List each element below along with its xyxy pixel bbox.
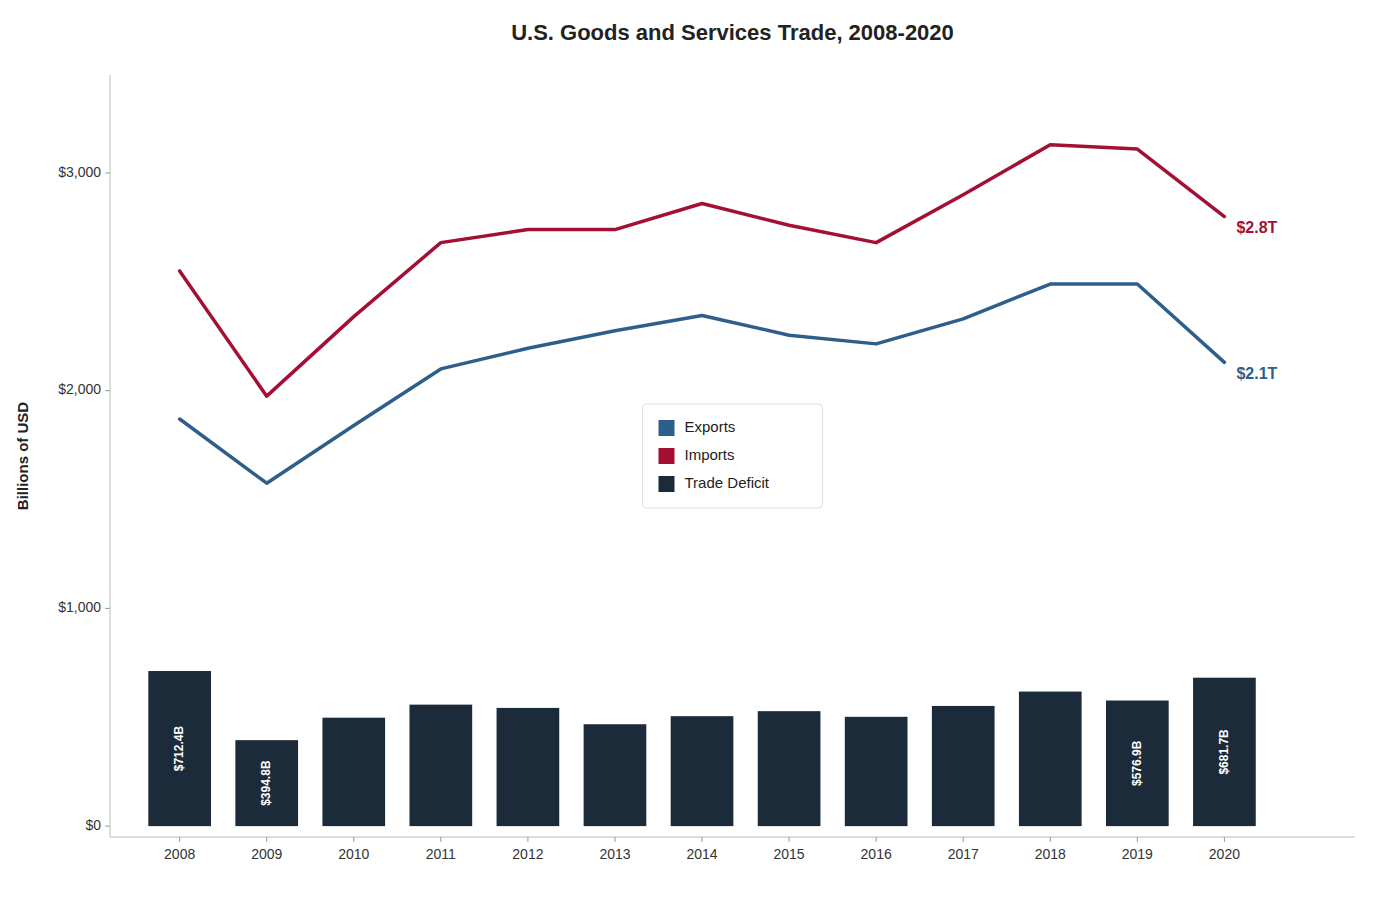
deficit-bar <box>1106 701 1169 827</box>
x-tick <box>1224 837 1225 842</box>
deficit-bar <box>409 705 472 826</box>
deficit-bar <box>1019 692 1082 827</box>
marks <box>148 145 1255 826</box>
x-tick <box>266 837 267 842</box>
value-labels: $712.4B $394.8B $576.9B $681.7B $2.1T $2.8T <box>172 219 1278 806</box>
x-axis-line <box>110 837 1355 838</box>
x-tick <box>179 837 180 842</box>
x-tick-label: 2017 <box>948 846 979 862</box>
legend-label: Exports <box>685 418 736 435</box>
x-tick <box>963 837 964 842</box>
x-tick-label: 2016 <box>861 846 892 862</box>
deficit-bar <box>235 740 298 826</box>
legend-swatch <box>659 476 675 492</box>
y-tick <box>105 608 110 609</box>
x-tick-label: 2015 <box>774 846 805 862</box>
x-tick <box>1050 837 1051 842</box>
y-tick-label: $2,000 <box>58 381 101 397</box>
x-tick-label: 2012 <box>512 846 543 862</box>
series-line <box>180 145 1225 396</box>
chart: U.S. Goods and Services Trade, 2008-2020… <box>0 0 1395 897</box>
x-tick <box>614 837 615 842</box>
legend-box <box>643 404 823 508</box>
y-tick <box>105 390 110 391</box>
y-axis-label: Billions of USD <box>14 402 31 511</box>
bar-value-label: $681.7B <box>1217 729 1231 775</box>
y-tick <box>105 826 110 827</box>
x-tick <box>876 837 877 842</box>
y-tick-label: $0 <box>85 817 101 833</box>
bar-value-label: $394.8B <box>259 760 273 806</box>
legend-label: Trade Deficit <box>685 474 770 491</box>
y-tick-label: $1,000 <box>58 599 101 615</box>
x-tick-label: 2011 <box>426 846 456 862</box>
x-tick-label: 2018 <box>1035 846 1066 862</box>
deficit-bar <box>322 718 385 826</box>
deficit-bar <box>671 716 734 826</box>
title: U.S. Goods and Services Trade, 2008-2020 <box>511 20 954 45</box>
x-tick <box>1137 837 1138 842</box>
deficit-bar <box>148 671 211 826</box>
x-tick <box>527 837 528 842</box>
series-line <box>180 284 1225 483</box>
x-tick <box>789 837 790 842</box>
x-tick-label: 2019 <box>1122 846 1153 862</box>
deficit-bar <box>932 706 995 826</box>
x-tick <box>353 837 354 842</box>
y-axis-line <box>110 75 111 837</box>
x-tick <box>440 837 441 842</box>
deficit-bar <box>758 711 821 826</box>
legend-label: Imports <box>685 446 735 463</box>
deficit-bar <box>584 724 647 826</box>
y-tick <box>105 172 110 173</box>
x-tick-label: 2008 <box>164 846 195 862</box>
end-label: $2.1T <box>1236 365 1277 382</box>
y-tick-label: $3,000 <box>58 164 101 180</box>
bar-value-label: $576.9B <box>1130 740 1144 786</box>
x-tick-label: 2013 <box>599 846 630 862</box>
x-tick <box>702 837 703 842</box>
deficit-bar <box>845 717 908 826</box>
end-label: $2.8T <box>1236 219 1277 236</box>
deficit-bar <box>497 708 560 826</box>
bar-value-label: $712.4B <box>172 726 186 772</box>
x-tick-label: 2020 <box>1209 846 1240 862</box>
legend: Exports Imports Trade Deficit <box>643 404 823 508</box>
x-tick-label: 2014 <box>686 846 717 862</box>
x-tick-label: 2009 <box>251 846 282 862</box>
legend-swatch <box>659 420 675 436</box>
legend-swatch <box>659 448 675 464</box>
x-tick-label: 2010 <box>338 846 369 862</box>
deficit-bar <box>1193 678 1256 826</box>
